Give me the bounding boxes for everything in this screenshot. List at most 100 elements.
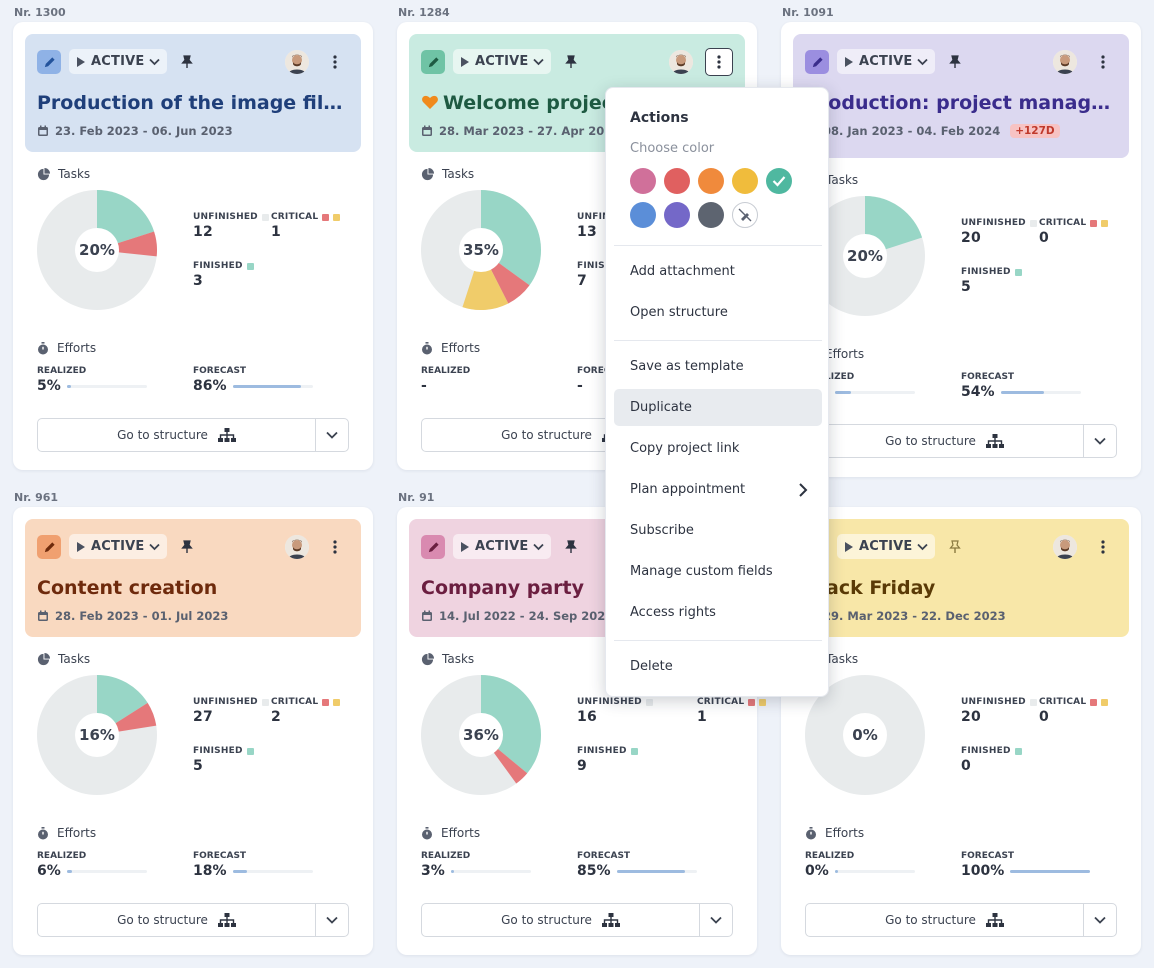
status-label: ACTIVE [859,539,913,554]
tasks-label-text: Tasks [826,652,859,666]
status-dropdown[interactable]: ACTIVE [453,49,552,74]
color-swatch[interactable] [698,168,724,194]
pin-button[interactable] [179,54,195,70]
chevron-right-icon [799,483,808,497]
go-to-structure-button[interactable]: Go to structure [38,419,316,451]
unfinished-legend-swatch [261,698,269,706]
menu-item-save-as-template[interactable]: Save as template [630,359,744,374]
project-card[interactable]: ACTIVE Black Friday 29. Mar 2023 - 22. Dec… [781,507,1141,955]
chevron-down-icon [917,543,929,550]
menu-item-copy-project-link[interactable]: Copy project link [630,441,740,456]
play-icon [461,56,469,67]
project-title[interactable]: Black Friday [805,577,936,599]
edit-button[interactable] [805,50,829,74]
menu-item-subscribe[interactable]: Subscribe [630,523,694,538]
go-to-structure-button[interactable]: Go to structure [806,904,1084,936]
forecast-effort: FORECAST 100% [961,851,1091,879]
unfinished-legend-swatch [261,213,269,221]
project-title[interactable]: Production: project manage... [805,92,1121,114]
avatar[interactable] [1053,535,1077,559]
chevron-down-icon [326,916,338,924]
critical-label: CRITICAL [1039,218,1087,228]
menu-item-open-structure[interactable]: Open structure [630,305,728,320]
realized-label: REALIZED [421,366,471,376]
more-actions-button[interactable] [1089,48,1117,76]
edit-button[interactable] [421,535,445,559]
project-slot: Nr. 1091 ACTIVE Production: project manage… [781,0,1141,477]
date-range: 23. Feb 2023 - 06. Jun 2023 [55,124,233,138]
project-card[interactable]: ACTIVE Production of the image film 2... 2… [13,22,373,470]
status-dropdown[interactable]: ACTIVE [69,534,168,559]
status-dropdown[interactable]: ACTIVE [69,49,168,74]
card-header: ACTIVE Content creation 28. Feb 2023 - 01.… [25,519,361,637]
avatar[interactable] [669,50,693,74]
kebab-icon [1101,55,1105,69]
forecast-progress-bar [232,869,313,873]
unfinished-legend-swatch [1029,698,1037,706]
go-to-structure-dropdown[interactable] [316,419,348,451]
more-actions-button[interactable] [321,48,349,76]
project-title[interactable]: Welcome project [421,92,737,114]
go-to-structure-button[interactable]: Go to structure [806,425,1084,457]
menu-item-plan-appointment-label: Plan appointment [630,482,746,497]
project-title[interactable]: Production of the image film 2... [37,92,353,114]
no-color-swatch[interactable] [732,202,758,228]
unfinished-label: UNFINISHED [193,697,258,707]
project-card[interactable]: ACTIVE Content creation 28. Feb 2023 - 01.… [13,507,373,955]
go-to-structure-dropdown[interactable] [1084,425,1116,457]
menu-item-plan-appointment[interactable]: Plan appointment [614,471,822,508]
realized-label: REALIZED [421,851,471,861]
status-label: ACTIVE [91,54,145,69]
color-swatch[interactable] [630,202,656,228]
critical-label: CRITICAL [271,212,319,222]
status-dropdown[interactable]: ACTIVE [837,49,936,74]
tasks-donut: 35% [420,190,541,310]
menu-item-access-rights[interactable]: Access rights [630,605,716,620]
project-title[interactable]: Content creation [37,577,218,599]
menu-item-delete[interactable]: Delete [630,659,673,674]
choose-color-label: Choose color [630,141,715,156]
menu-item-manage-custom-fields[interactable]: Manage custom fields [630,564,773,579]
color-swatch[interactable] [766,168,792,194]
pin-button[interactable] [947,539,963,555]
more-actions-button[interactable] [1089,533,1117,561]
edit-button[interactable] [421,50,445,74]
menu-item-add-attachment[interactable]: Add attachment [630,264,735,279]
avatar[interactable] [285,535,309,559]
color-swatch[interactable] [664,168,690,194]
go-to-structure-dropdown[interactable] [316,904,348,936]
color-swatch[interactable] [698,202,724,228]
avatar[interactable] [1053,50,1077,74]
kebab-icon [1101,540,1105,554]
go-to-structure-button[interactable]: Go to structure [422,904,700,936]
pin-button[interactable] [947,54,963,70]
status-dropdown[interactable]: ACTIVE [453,534,552,559]
project-card[interactable]: ACTIVE Company party 14. Jul 2022 - 24. Se… [397,507,767,955]
edit-button[interactable] [37,50,61,74]
critical-stat: CRITICAL 1 [697,697,767,725]
pin-button[interactable] [563,539,579,555]
go-to-structure-dropdown[interactable] [1084,904,1116,936]
avatar[interactable] [285,50,309,74]
pin-button[interactable] [179,539,195,555]
status-dropdown[interactable]: ACTIVE [837,534,936,559]
project-dates: 23. Feb 2023 - 06. Jun 2023 [37,124,233,138]
more-actions-button[interactable] [321,533,349,561]
user-avatar-icon [285,535,309,559]
card-header: ACTIVE Black Friday 29. Mar 2023 - 22. Dec… [793,519,1129,637]
edit-button[interactable] [37,535,61,559]
color-swatch[interactable] [732,168,758,194]
chevron-down-icon [149,543,161,550]
project-card[interactable]: ACTIVE Production: project manage... 08. J… [781,22,1141,477]
more-actions-button[interactable] [705,48,733,76]
go-to-structure-dropdown[interactable] [700,904,732,936]
color-swatch[interactable] [630,168,656,194]
color-swatch[interactable] [664,202,690,228]
critical-value: 0 [1039,230,1049,246]
status-label: ACTIVE [475,539,529,554]
menu-item-duplicate[interactable]: Duplicate [614,389,822,426]
go-to-structure-button[interactable]: Go to structure [38,904,316,936]
stopwatch-icon [806,826,816,839]
tasks-percent: 35% [463,241,499,259]
pin-button[interactable] [563,54,579,70]
